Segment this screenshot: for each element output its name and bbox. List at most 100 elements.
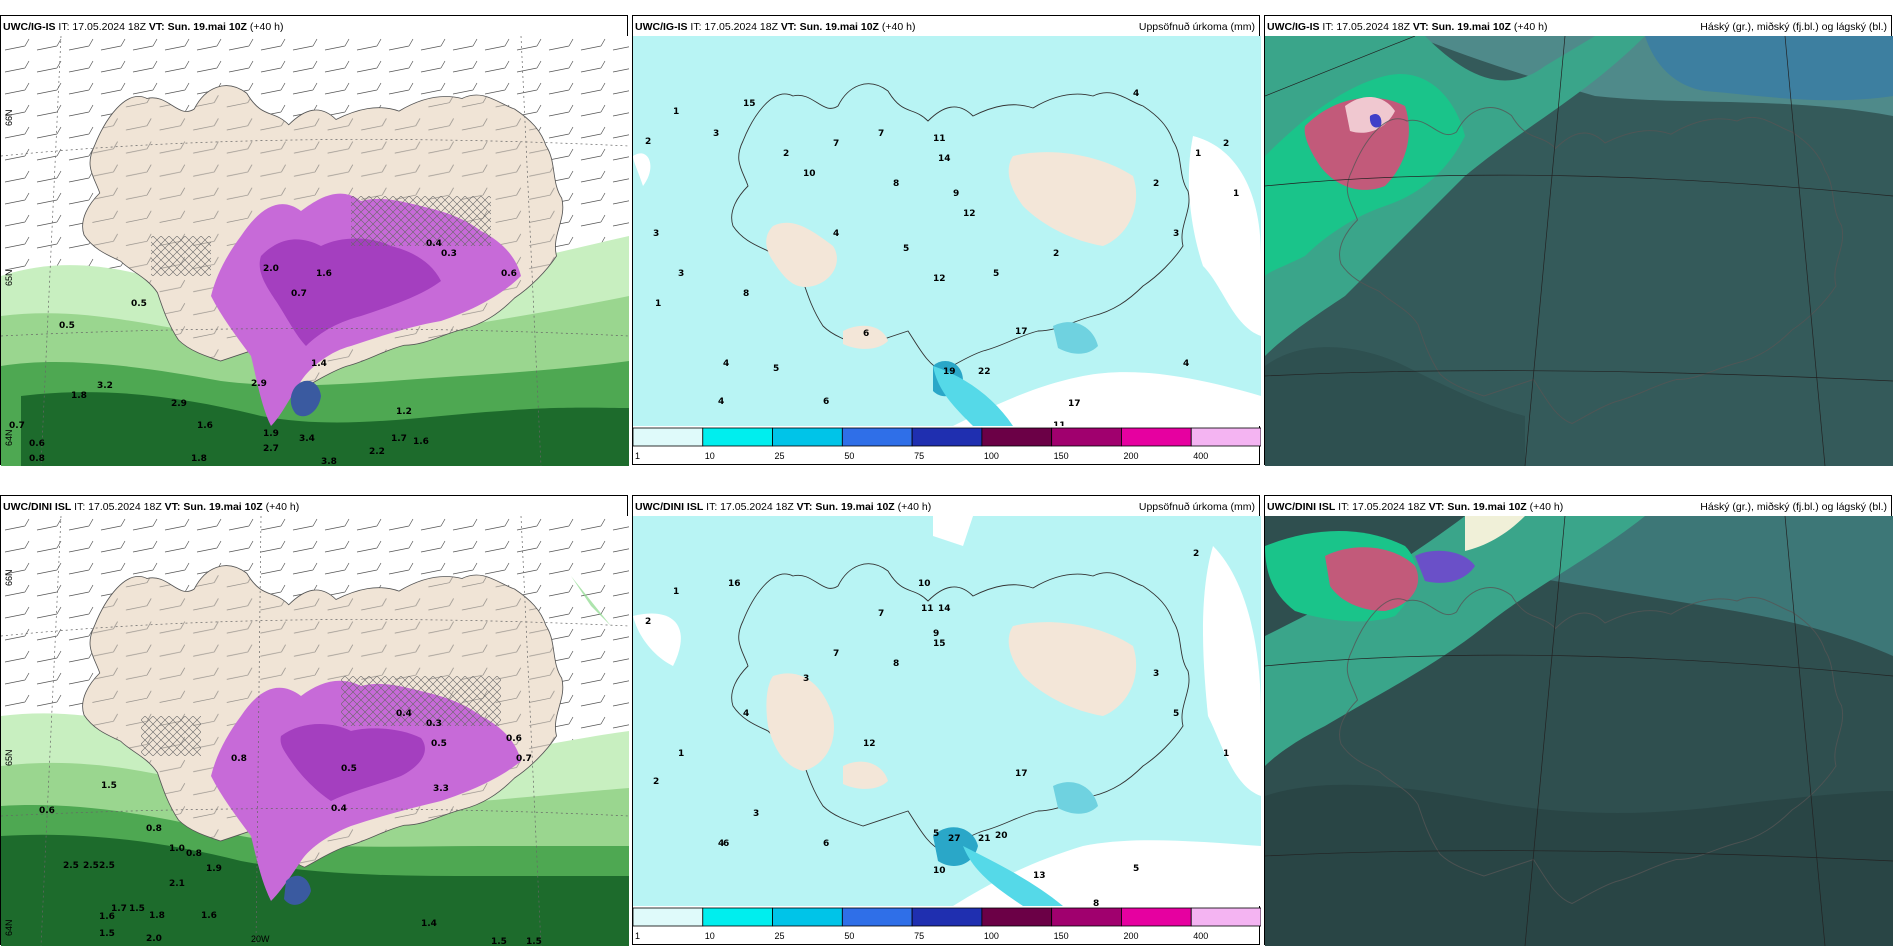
value-label: 2 — [1193, 549, 1199, 559]
value-label: 2 — [783, 149, 789, 159]
lat-label: 65N — [4, 749, 14, 766]
lat-label: 64N — [4, 919, 14, 936]
colorbar-swatch — [702, 907, 773, 927]
value-label: 4 — [1183, 359, 1189, 369]
value-label: 1.8 — [71, 391, 87, 401]
valid-time: Sun. 19.mai 10Z — [799, 21, 879, 33]
value-label: 1.4 — [421, 919, 437, 929]
map-area[interactable] — [1265, 36, 1893, 466]
value-label: 3 — [1173, 229, 1179, 239]
init-time: IT: 17.05.2024 18Z — [1338, 501, 1426, 513]
value-label: 8 — [893, 179, 899, 189]
value-label: 1 — [1223, 749, 1229, 759]
panel-right-title: Uppsöfnuð úrkoma (mm) — [1138, 21, 1255, 33]
colorbar-swatch — [1051, 907, 1122, 927]
value-label: 5 — [1133, 864, 1139, 874]
map-area[interactable]: 2 1 3 4 5 6 7 8 9 10 11 12 14 15 17 19 2… — [633, 36, 1261, 426]
value-label: 1 — [1233, 189, 1239, 199]
value-label: 8 — [1093, 899, 1099, 906]
lead-time: (+40 h) — [1513, 21, 1548, 33]
lead-time: (+40 h) — [265, 501, 300, 513]
colorbar-swatch — [772, 427, 843, 447]
value-label: 4 — [1133, 89, 1139, 99]
colorbar-tick-label: 10 — [705, 451, 715, 461]
value-label: 13 — [1033, 871, 1046, 881]
value-label: 3 — [803, 674, 809, 684]
map-area[interactable] — [1265, 516, 1893, 946]
value-label: 0.5 — [59, 321, 75, 331]
value-label: 16 — [728, 579, 741, 589]
map-area[interactable]: 0.5 0.7 0.6 3.2 1.8 2.9 1.6 1.9 2.7 2.2 … — [1, 36, 629, 466]
value-label: 2 — [653, 777, 659, 787]
map-svg — [1265, 516, 1893, 946]
lead-time: (+40 h) — [897, 501, 932, 513]
value-label: 2.9 — [251, 379, 267, 389]
colorbar-tick-label: 400 — [1193, 931, 1208, 941]
panel-right-title: Háský (gr.), miðský (fj.bl.) og lágský (… — [1700, 21, 1887, 33]
value-label: 4 — [833, 229, 839, 239]
colorbar-tick-label: 1 — [635, 931, 640, 941]
colorbar-swatch — [911, 907, 983, 927]
value-label: 1.7 — [111, 904, 127, 914]
model-name: UWC/IG-IS — [3, 21, 56, 33]
colorbar-swatch — [841, 427, 913, 447]
init-time: IT: 17.05.2024 18Z — [1322, 21, 1410, 33]
value-label: 2.5 — [83, 861, 99, 871]
vt-label: VT: — [780, 21, 797, 33]
value-label: 1.6 — [99, 912, 115, 922]
value-label: 1.6 — [201, 911, 217, 921]
value-label: 2 — [645, 617, 651, 627]
value-label: 10 — [918, 579, 931, 589]
value-label: 5 — [903, 244, 909, 254]
value-label: 2 — [1153, 179, 1159, 189]
colorbar-swatch — [1051, 427, 1122, 447]
model-name: UWC/DINI ISL — [1267, 501, 1336, 513]
value-label: 19 — [943, 367, 956, 377]
colorbar-tick-label: 400 — [1193, 451, 1208, 461]
value-label: 0.5 — [431, 739, 447, 749]
panel-title: UWC/DINI ISL IT: 17.05.2024 18Z VT: Sun.… — [1267, 498, 1889, 516]
value-label: 3.4 — [299, 434, 315, 444]
value-label: 4 — [743, 709, 749, 719]
value-label: 11 — [933, 134, 946, 144]
value-label: 1.6 — [197, 421, 213, 431]
value-label: 17 — [1015, 769, 1028, 779]
value-label: 12 — [863, 739, 876, 749]
value-label: 15 — [743, 99, 756, 109]
value-label: 6 — [863, 329, 869, 339]
model-name: UWC/DINI ISL — [635, 501, 704, 513]
map-area[interactable]: 0.6 1.5 2.5 2.5 2.5 0.8 1.0 0.8 2.1 1.9 … — [1, 516, 629, 946]
value-label: 0.4 — [426, 239, 442, 249]
value-label: 0.8 — [186, 849, 202, 859]
colorbar-tick-label: 10 — [705, 931, 715, 941]
map-svg: 2 1 3 4 5 6 7 8 9 10 11 12 14 15 17 19 2… — [633, 36, 1261, 426]
value-label: 10 — [803, 169, 816, 179]
value-label: 1 — [673, 107, 679, 117]
value-label: 1.5 — [99, 929, 115, 939]
vt-label: VT: — [1412, 21, 1429, 33]
colorbar-svg: 1 10 25 50 75 100 150 200 400 — [632, 907, 1262, 941]
colorbar-swatch — [841, 907, 913, 927]
value-label: 0.6 — [39, 806, 55, 816]
colorbar-swatch — [1121, 427, 1192, 447]
value-label: 4 — [718, 397, 724, 407]
value-label: 0.3 — [441, 249, 457, 259]
precip-values: 0.5 0.7 0.6 3.2 1.8 2.9 1.6 1.9 2.7 2.2 … — [9, 239, 517, 466]
colorbar: 1 10 25 50 75 100 150 200 400 — [632, 906, 1262, 946]
value-label: 5 — [993, 269, 999, 279]
panel-title: UWC/IG-IS IT: 17.05.2024 18Z VT: Sun. 19… — [635, 18, 1257, 36]
value-label: 0.6 — [29, 439, 45, 449]
value-label: 9 — [953, 189, 959, 199]
value-label: 0.4 — [331, 804, 347, 814]
value-label: 21 — [978, 834, 991, 844]
colorbar-tick-label: 25 — [775, 451, 785, 461]
value-label: 3.2 — [97, 381, 113, 391]
value-label: 2 — [645, 137, 651, 147]
model-name: UWC/IG-IS — [635, 21, 688, 33]
value-label: 27 — [948, 834, 961, 844]
value-label: 1 — [673, 587, 679, 597]
panel-title: UWC/IG-IS IT: 17.05.2024 18Z VT: Sun. 19… — [3, 18, 625, 36]
colorbar-swatch — [1121, 907, 1192, 927]
map-area[interactable]: 2 1 3 4 5 6 7 8 9 10 11 14 15 16 17 12 2… — [633, 516, 1261, 906]
colorbar-swatch — [632, 907, 704, 927]
